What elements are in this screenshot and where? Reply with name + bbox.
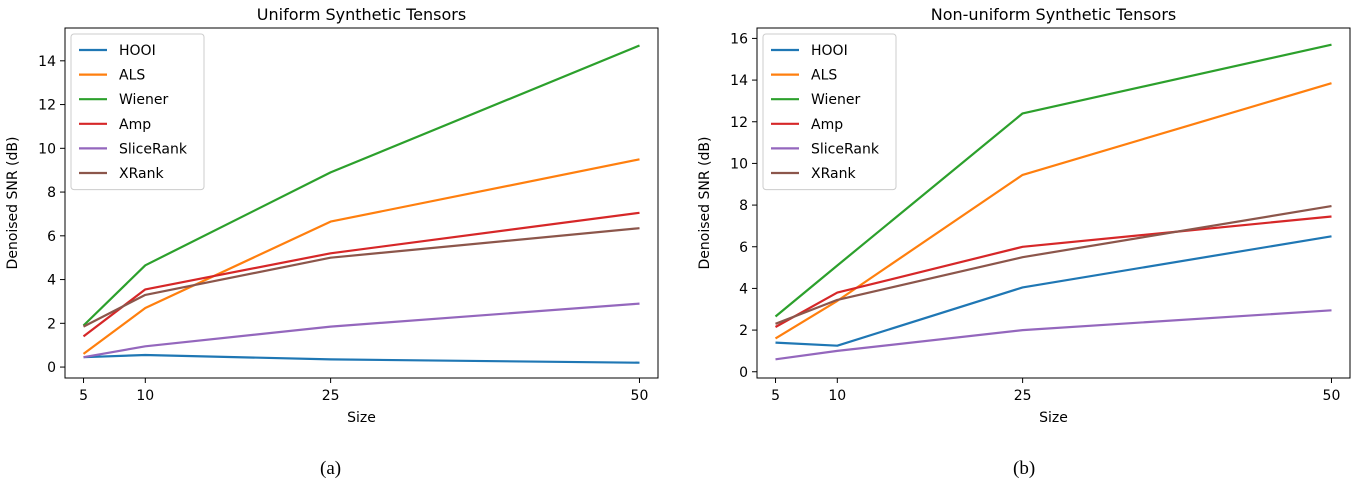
legend-label-wiener-a: Wiener — [119, 92, 169, 108]
y-tick-label-b: 2 — [739, 323, 748, 339]
y-tick-label-a: 2 — [47, 316, 56, 332]
y-axis-label-a: Denoised SNR (dB) — [5, 137, 21, 270]
y-tick-label-a: 10 — [38, 141, 56, 157]
series-line-slicerank-b — [775, 309, 1332, 361]
y-tick-label-a: 4 — [47, 273, 56, 289]
series-line-xrank-b — [775, 205, 1332, 325]
series-line-amp-b — [774, 215, 1332, 328]
series-line-hooi-b — [775, 235, 1332, 347]
series-line-xrank-a — [82, 227, 640, 328]
chart-title-a: Uniform Synthetic Tensors — [257, 5, 466, 24]
x-tick-label-b: 25 — [1014, 388, 1032, 404]
y-tick-label-a: 12 — [38, 98, 56, 114]
x-tick-label-a: 25 — [322, 388, 340, 404]
series-line-hooi-a — [83, 353, 640, 364]
y-tick-label-a: 0 — [47, 360, 56, 376]
x-axis-label-a: Size — [347, 410, 376, 426]
y-tick-label-b: 14 — [730, 73, 748, 89]
y-tick-label-a: 6 — [47, 229, 56, 245]
legend-label-hooi-a: HOOI — [119, 43, 156, 59]
y-tick-label-b: 16 — [730, 31, 748, 47]
caption-a: (a) — [320, 458, 342, 479]
y-tick-label-b: 8 — [739, 198, 748, 214]
x-tick-label-a: 50 — [631, 388, 649, 404]
plot-frame-a — [64, 27, 659, 379]
y-tick-label-b: 6 — [739, 240, 748, 256]
series-line-slicerank-a — [83, 302, 640, 359]
x-tick-label-a: 10 — [136, 388, 154, 404]
y-tick-label-b: 12 — [730, 115, 748, 131]
legend-label-slicerank-a: SliceRank — [119, 141, 188, 157]
legend-label-hooi-b: HOOI — [811, 43, 848, 59]
legend-box-a — [70, 33, 205, 191]
x-tick-label-a: 5 — [79, 388, 88, 404]
y-axis-label-b: Denoised SNR (dB) — [697, 137, 713, 270]
y-tick-label-b: 10 — [730, 156, 748, 172]
legend-label-als-a: ALS — [119, 68, 145, 84]
y-tick-label-a: 14 — [38, 54, 56, 70]
legend-label-xrank-a: XRank — [119, 166, 164, 182]
series-line-wiener-a — [82, 44, 640, 327]
legend-label-amp-a: Amp — [119, 117, 151, 133]
series-line-als-b — [774, 82, 1332, 340]
legend-label-xrank-b: XRank — [811, 166, 856, 182]
x-tick-label-b: 50 — [1323, 388, 1341, 404]
series-line-amp-a — [82, 211, 640, 338]
legend-label-wiener-b: Wiener — [811, 92, 861, 108]
chart-title-b: Non-uniform Synthetic Tensors — [931, 5, 1177, 24]
legend-label-amp-b: Amp — [811, 117, 843, 133]
y-tick-label-b: 4 — [739, 281, 748, 297]
legend-label-slicerank-b: SliceRank — [811, 141, 880, 157]
x-tick-label-b: 10 — [828, 388, 846, 404]
caption-b: (b) — [1013, 458, 1036, 479]
y-tick-label-a: 8 — [47, 185, 56, 201]
x-tick-label-b: 5 — [771, 388, 780, 404]
x-axis-label-b: Size — [1039, 410, 1068, 426]
plot-frame-b — [756, 27, 1351, 379]
series-line-als-a — [82, 158, 640, 355]
series-line-wiener-b — [774, 43, 1332, 318]
legend-box-b — [762, 33, 897, 191]
y-tick-label-b: 0 — [739, 365, 748, 381]
legend-label-als-b: ALS — [811, 68, 837, 84]
